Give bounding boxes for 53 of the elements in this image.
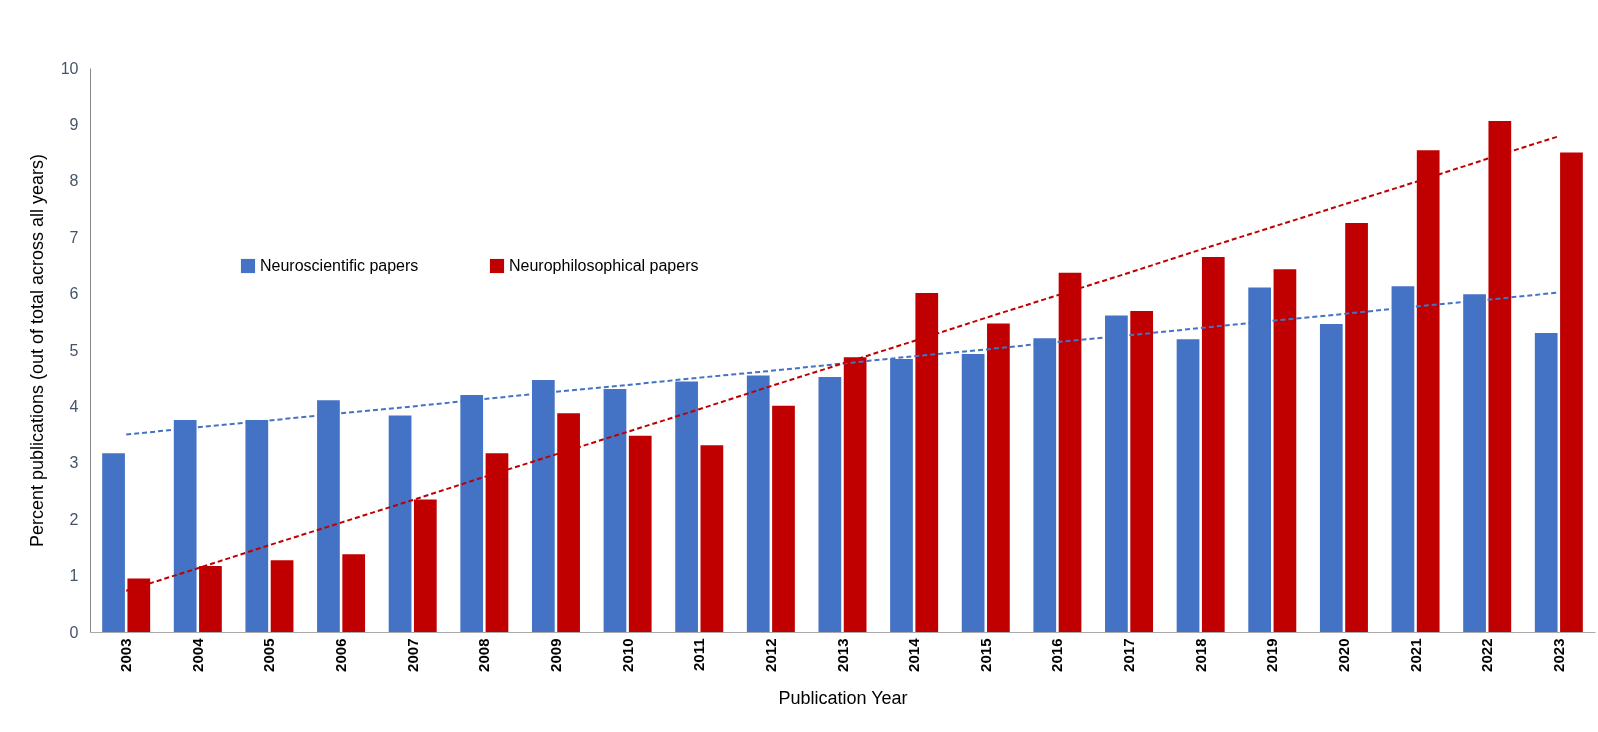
y-tick-label: 4 bbox=[69, 397, 79, 415]
y-tick-label: 5 bbox=[69, 341, 79, 359]
x-tick-label: 2005 bbox=[260, 638, 278, 672]
x-tick-label: 2015 bbox=[976, 638, 994, 672]
y-tick-label: 0 bbox=[69, 623, 79, 641]
y-tick-label: 6 bbox=[69, 285, 79, 303]
y-tick-label: 7 bbox=[69, 228, 79, 246]
x-axis-title: Publication Year bbox=[778, 687, 908, 708]
bar bbox=[772, 405, 795, 632]
bar bbox=[1201, 256, 1225, 632]
x-tick-label: 2004 bbox=[188, 637, 206, 672]
x-tick-label: 2003 bbox=[117, 638, 135, 672]
x-tick-label: 2013 bbox=[833, 638, 851, 672]
legend-label: Neuroscientific papers bbox=[260, 257, 419, 274]
x-tick-label: 2016 bbox=[1048, 638, 1066, 672]
bar bbox=[987, 323, 1010, 632]
x-tick-label: 2010 bbox=[618, 638, 636, 672]
bar bbox=[1130, 311, 1154, 632]
y-tick-label: 8 bbox=[69, 172, 79, 190]
bar bbox=[700, 445, 724, 632]
y-tick-label: 10 bbox=[60, 59, 79, 77]
x-tick-label: 2022 bbox=[1478, 638, 1496, 672]
x-tick-label: 2008 bbox=[475, 638, 493, 672]
bar bbox=[1534, 333, 1558, 632]
bar bbox=[1176, 339, 1200, 632]
bar bbox=[388, 415, 412, 632]
bar bbox=[1319, 324, 1343, 632]
x-tick-label: 2017 bbox=[1120, 638, 1138, 672]
bar bbox=[818, 377, 842, 632]
x-tick-label: 2021 bbox=[1406, 638, 1424, 672]
y-tick-label: 1 bbox=[69, 567, 79, 585]
x-tick-label: 2007 bbox=[403, 638, 421, 672]
x-tick-label: 2020 bbox=[1334, 638, 1352, 672]
x-tick-label: 2018 bbox=[1191, 638, 1209, 672]
x-tick-label: 2012 bbox=[761, 638, 779, 672]
bar bbox=[1345, 223, 1368, 632]
x-tick-label: 2019 bbox=[1263, 638, 1281, 672]
bar bbox=[1560, 152, 1583, 632]
legend-label: Neurophilosophical papers bbox=[509, 257, 699, 274]
y-tick-label: 3 bbox=[69, 454, 79, 472]
y-axis-title: Percent publications (out of total across all years) bbox=[26, 153, 47, 548]
bar bbox=[342, 554, 366, 632]
y-tick-label: 2 bbox=[69, 510, 79, 528]
y-tick-label: 9 bbox=[69, 115, 79, 133]
bar bbox=[270, 560, 294, 632]
bar bbox=[628, 435, 652, 632]
x-tick-label: 2014 bbox=[905, 637, 923, 672]
x-tick-label: 2023 bbox=[1549, 638, 1567, 672]
bar bbox=[102, 453, 125, 632]
bar bbox=[1273, 269, 1297, 632]
x-tick-label: 2006 bbox=[332, 638, 350, 672]
x-tick-label: 2011 bbox=[690, 638, 708, 672]
x-tick-label: 2009 bbox=[546, 638, 564, 672]
